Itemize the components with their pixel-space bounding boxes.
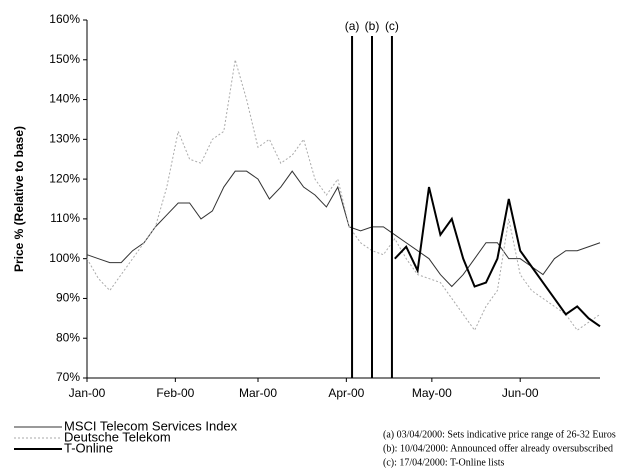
event-note: (c): 17/04/2000: T-Online lists bbox=[383, 457, 504, 468]
y-tick-label: 120% bbox=[49, 171, 80, 185]
x-tick-label: Mar-00 bbox=[239, 386, 277, 400]
event-label: (c) bbox=[385, 19, 399, 33]
event-label: (b) bbox=[365, 19, 380, 33]
y-tick-label: 90% bbox=[56, 291, 80, 305]
y-tick-label: 160% bbox=[49, 12, 80, 26]
legend-label: Deutsche Telekom bbox=[64, 429, 171, 444]
legend-label: MSCI Telecom Services Index bbox=[64, 418, 238, 433]
y-tick-label: 80% bbox=[56, 330, 80, 344]
y-tick-label: 130% bbox=[49, 132, 80, 146]
series-line bbox=[86, 170, 601, 288]
event-note: (a) 03/04/2000: Sets indicative price ra… bbox=[383, 429, 616, 440]
y-tick-label: 140% bbox=[49, 92, 80, 106]
series-line bbox=[394, 186, 601, 328]
x-tick-label: Feb-00 bbox=[156, 386, 194, 400]
y-tick-label: 110% bbox=[50, 211, 80, 225]
y-tick-label: 100% bbox=[49, 251, 80, 265]
x-tick-label: Jun-00 bbox=[502, 386, 539, 400]
event-note: (b): 10/04/2000: Announced offer already… bbox=[383, 443, 613, 454]
y-tick-label: 70% bbox=[56, 370, 80, 384]
legend-label: T-Online bbox=[64, 440, 113, 455]
x-tick-label: Jan-00 bbox=[69, 386, 106, 400]
event-label: (a) bbox=[345, 19, 360, 33]
y-axis-label: Price % (Relative to base) bbox=[12, 126, 26, 272]
x-tick-label: Apr-00 bbox=[328, 386, 364, 400]
series-line bbox=[86, 59, 601, 332]
y-tick-label: 150% bbox=[49, 52, 80, 66]
x-tick-label: May-00 bbox=[412, 386, 452, 400]
